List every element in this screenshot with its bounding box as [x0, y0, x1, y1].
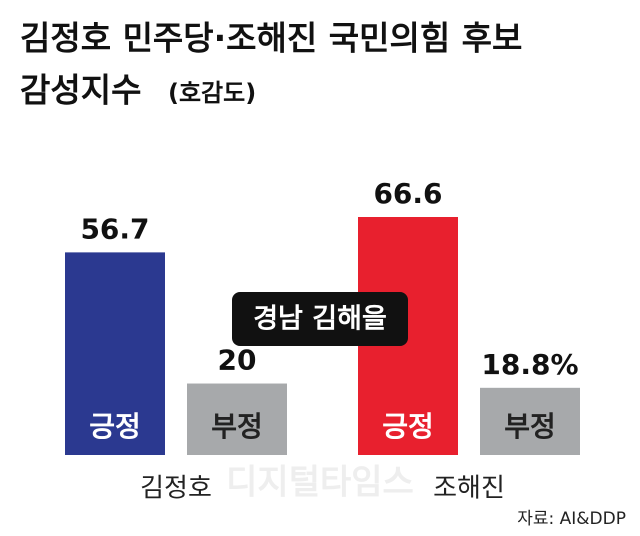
series-label: 긍정 [382, 410, 434, 443]
annotation: 경남 김해을 [253, 304, 387, 335]
series-label: 긍정 [89, 410, 141, 443]
x-tick-label: 조해진 [433, 474, 505, 504]
bar [65, 252, 165, 455]
subtitle-note: (호감도) [168, 79, 256, 107]
value-label: 56.7 [80, 212, 149, 245]
x-tick-label: 김정호 [140, 474, 212, 504]
value-label: 66.6 [373, 177, 442, 210]
source: 자료: AI&DDP [517, 509, 626, 529]
watermark: 디지털타임스 [226, 463, 414, 503]
bar [187, 383, 287, 455]
annotation-box [232, 292, 408, 346]
value-label: 18.8% [481, 348, 578, 381]
series-label: 부정 [211, 410, 263, 443]
series-label: 부정 [504, 410, 556, 443]
value-label: 20 [218, 344, 257, 377]
bar [480, 387, 580, 455]
chart-title: 김정호 민주당·조해진 국민의힘 후보 [20, 19, 522, 58]
chart-subtitle: 감성지수 [20, 71, 141, 110]
